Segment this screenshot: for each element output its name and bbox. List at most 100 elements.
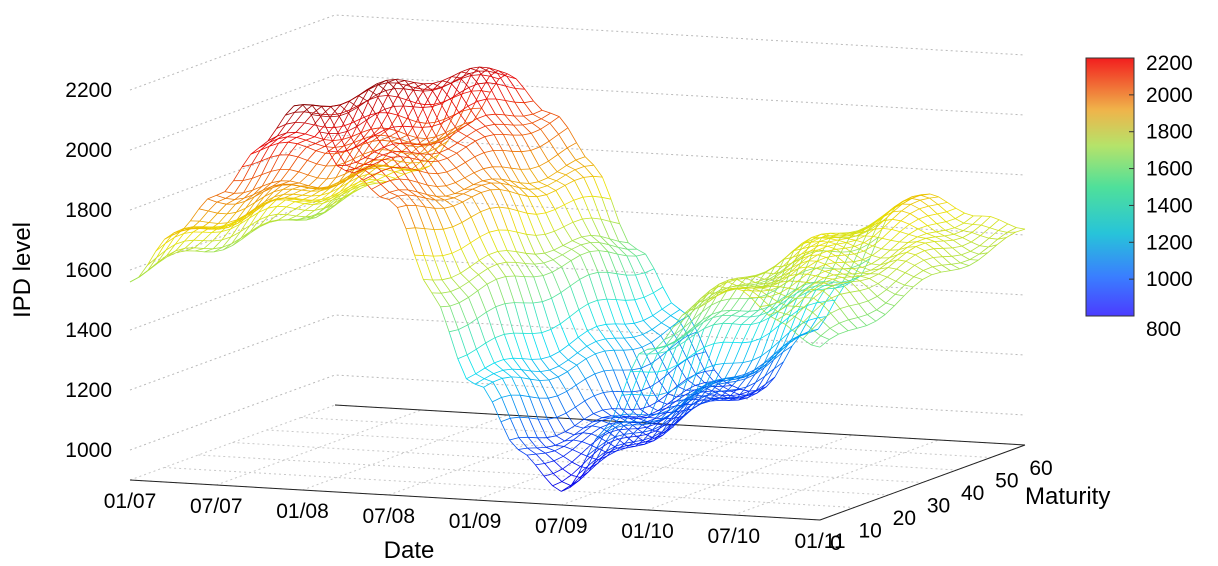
mesh-segment xyxy=(458,302,469,326)
mesh-segment xyxy=(301,189,311,192)
mesh-segment xyxy=(472,107,482,122)
mesh-segment xyxy=(390,140,400,144)
mesh-segment xyxy=(552,254,563,261)
mesh-segment xyxy=(863,245,873,252)
mesh-segment xyxy=(581,433,592,442)
mesh-segment xyxy=(669,320,680,329)
mesh-segment xyxy=(866,320,877,326)
mesh-segment xyxy=(813,297,823,305)
mesh-segment xyxy=(379,112,389,128)
mesh-segment xyxy=(834,268,843,275)
mesh-segment xyxy=(662,423,672,432)
mesh-segment xyxy=(231,237,242,244)
mesh-segment xyxy=(211,231,222,233)
mesh-segment xyxy=(273,189,284,193)
mesh-segment xyxy=(619,417,630,419)
mesh-segment xyxy=(411,143,421,155)
mesh-segment xyxy=(821,319,831,329)
mesh-segment xyxy=(580,244,590,252)
mesh-segment xyxy=(478,260,489,269)
mesh-segment xyxy=(639,405,650,410)
mesh-segment xyxy=(473,168,484,174)
mesh-segment xyxy=(440,103,450,119)
mesh-segment xyxy=(269,138,279,147)
mesh-segment xyxy=(770,289,780,294)
mesh-segment xyxy=(573,432,583,436)
mesh-segment xyxy=(308,185,319,189)
mesh-segment xyxy=(336,165,346,172)
mesh-segment xyxy=(869,278,879,285)
mesh-segment xyxy=(426,136,436,139)
mesh-segment xyxy=(364,160,374,171)
mesh-segment xyxy=(579,274,590,280)
mesh-segment xyxy=(282,184,292,190)
y-tick-label: 10 xyxy=(858,520,881,543)
mesh-segment xyxy=(664,424,674,426)
mesh-segment xyxy=(503,334,514,359)
mesh-segment xyxy=(509,418,520,438)
mesh-segment xyxy=(769,296,779,303)
mesh-segment xyxy=(713,315,723,326)
mesh-segment xyxy=(826,299,836,317)
mesh-segment xyxy=(382,156,392,161)
mesh-segment xyxy=(346,164,356,170)
mesh-segment xyxy=(565,425,575,432)
mesh-segment xyxy=(621,408,631,410)
mesh-segment xyxy=(218,222,228,224)
mesh-segment xyxy=(261,171,272,187)
mesh-segment xyxy=(315,146,325,152)
mesh-segment xyxy=(368,96,379,101)
mesh-segment xyxy=(378,95,388,97)
mesh-segment xyxy=(831,250,842,253)
mesh-segment xyxy=(330,187,340,197)
mesh-segment xyxy=(586,448,597,457)
mesh-segment xyxy=(477,101,487,116)
mesh-segment xyxy=(640,367,651,388)
mesh-segment xyxy=(375,113,385,131)
mesh-segment xyxy=(712,315,723,318)
mesh-segment xyxy=(658,391,669,396)
mesh-segment xyxy=(819,238,830,242)
mesh-segment xyxy=(652,425,663,438)
mesh-segment xyxy=(422,90,433,92)
mesh-segment xyxy=(731,310,741,316)
mesh-segment xyxy=(751,338,762,361)
mesh-segment xyxy=(696,383,707,391)
mesh-segment xyxy=(285,112,295,125)
mesh-segment xyxy=(842,273,852,278)
mesh-segment xyxy=(585,358,596,375)
mesh-segment xyxy=(590,235,600,243)
mesh-segment xyxy=(708,383,718,388)
mesh-segment xyxy=(588,462,599,473)
mesh-segment xyxy=(804,289,815,298)
mesh-segment xyxy=(427,184,437,187)
mesh-segment xyxy=(212,239,222,242)
mesh-segment xyxy=(859,243,870,250)
mesh-segment xyxy=(259,142,269,148)
mesh-segment xyxy=(755,278,765,283)
mesh-segment xyxy=(459,77,470,88)
mesh-segment xyxy=(773,265,784,275)
mesh-segment xyxy=(839,322,849,332)
mesh-segment xyxy=(414,82,424,92)
y-tick-label: 20 xyxy=(893,507,916,530)
mesh-segment xyxy=(519,416,529,419)
mesh-segment xyxy=(365,119,376,136)
mesh-segment xyxy=(185,247,195,252)
mesh-segment xyxy=(660,335,670,350)
mesh-segment xyxy=(693,311,703,328)
mesh-segment xyxy=(751,338,761,343)
mesh-segment xyxy=(776,319,786,325)
mesh-segment xyxy=(889,241,900,251)
mesh-segment xyxy=(402,142,412,145)
mesh-segment xyxy=(923,259,933,268)
mesh-segment xyxy=(314,203,324,211)
mesh-segment xyxy=(797,273,808,282)
mesh-segment xyxy=(537,418,548,438)
mesh-segment xyxy=(907,246,917,248)
mesh-segment xyxy=(743,372,753,377)
mesh-segment xyxy=(828,238,838,241)
mesh-segment xyxy=(886,280,897,290)
mesh-segment xyxy=(815,281,825,287)
mesh-segment xyxy=(492,377,503,383)
